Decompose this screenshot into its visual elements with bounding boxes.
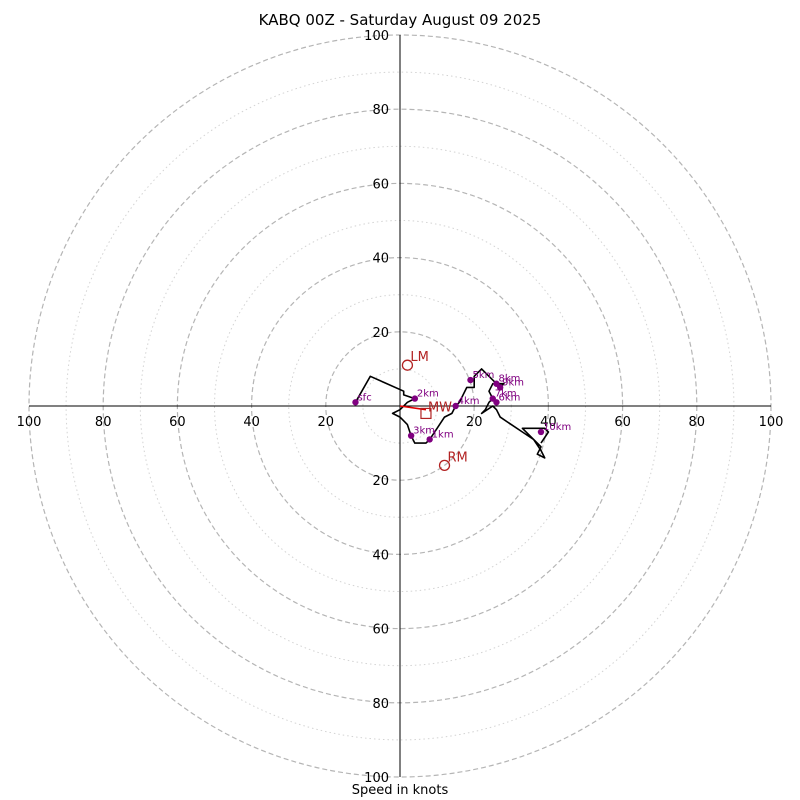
y-tick-label: 100 [364, 771, 389, 786]
y-tick-label: 20 [372, 326, 389, 341]
height-label: 6km [498, 392, 520, 403]
y-tick-label: 80 [372, 103, 389, 118]
storm-motion-label: RM [448, 450, 468, 465]
height-point [467, 376, 474, 384]
hodograph-trace [354, 368, 550, 459]
height-point [496, 384, 504, 391]
y-tick-label: 40 [372, 252, 389, 267]
height-label: 10km [543, 422, 571, 433]
height-point [426, 436, 433, 443]
height-label: sfc [357, 392, 371, 403]
x-tick-label: 80 [95, 415, 112, 430]
height-point [537, 428, 545, 436]
shear-vector [399, 405, 427, 411]
height-point [411, 395, 419, 402]
x-tick-label: 60 [169, 415, 186, 430]
y-tick-label: 20 [372, 474, 389, 489]
x-tick-label: 100 [759, 415, 784, 430]
x-tick-label: 60 [614, 415, 631, 430]
storm-motion-marker [401, 359, 414, 371]
chart-title: KABQ 00Z - Saturday August 09 2025 [258, 11, 542, 29]
height-label: 7km [495, 389, 517, 400]
height-label: 5km [472, 370, 494, 381]
height-point [452, 402, 459, 410]
height-label: 1km [432, 429, 454, 440]
y-tick-label: 100 [364, 29, 389, 44]
x-axis-label: Speed in knots [351, 783, 449, 798]
height-label: 8km [498, 374, 520, 385]
storm-motion-label: LM [410, 350, 428, 365]
x-tick-label: 40 [243, 415, 260, 430]
storm-motion-marker [438, 459, 451, 472]
x-tick-label: 100 [17, 415, 42, 430]
y-tick-label: 40 [372, 548, 389, 563]
height-point [407, 432, 415, 439]
height-label: 9km [502, 377, 524, 388]
height-label: 4km [458, 396, 480, 407]
mean-wind-label: MW [428, 400, 452, 415]
mean-wind-marker [420, 407, 432, 420]
y-tick-label: 80 [372, 697, 389, 712]
x-tick-label: 80 [689, 415, 706, 430]
height-label: 3km [413, 426, 435, 437]
height-label: 2km [417, 389, 439, 400]
height-point [352, 399, 359, 406]
y-tick-label: 60 [372, 623, 389, 638]
y-tick-label: 60 [372, 177, 389, 192]
x-tick-label: 20 [318, 415, 335, 430]
x-tick-label: 40 [540, 415, 557, 430]
x-tick-label: 20 [466, 415, 483, 430]
height-point [489, 395, 496, 402]
